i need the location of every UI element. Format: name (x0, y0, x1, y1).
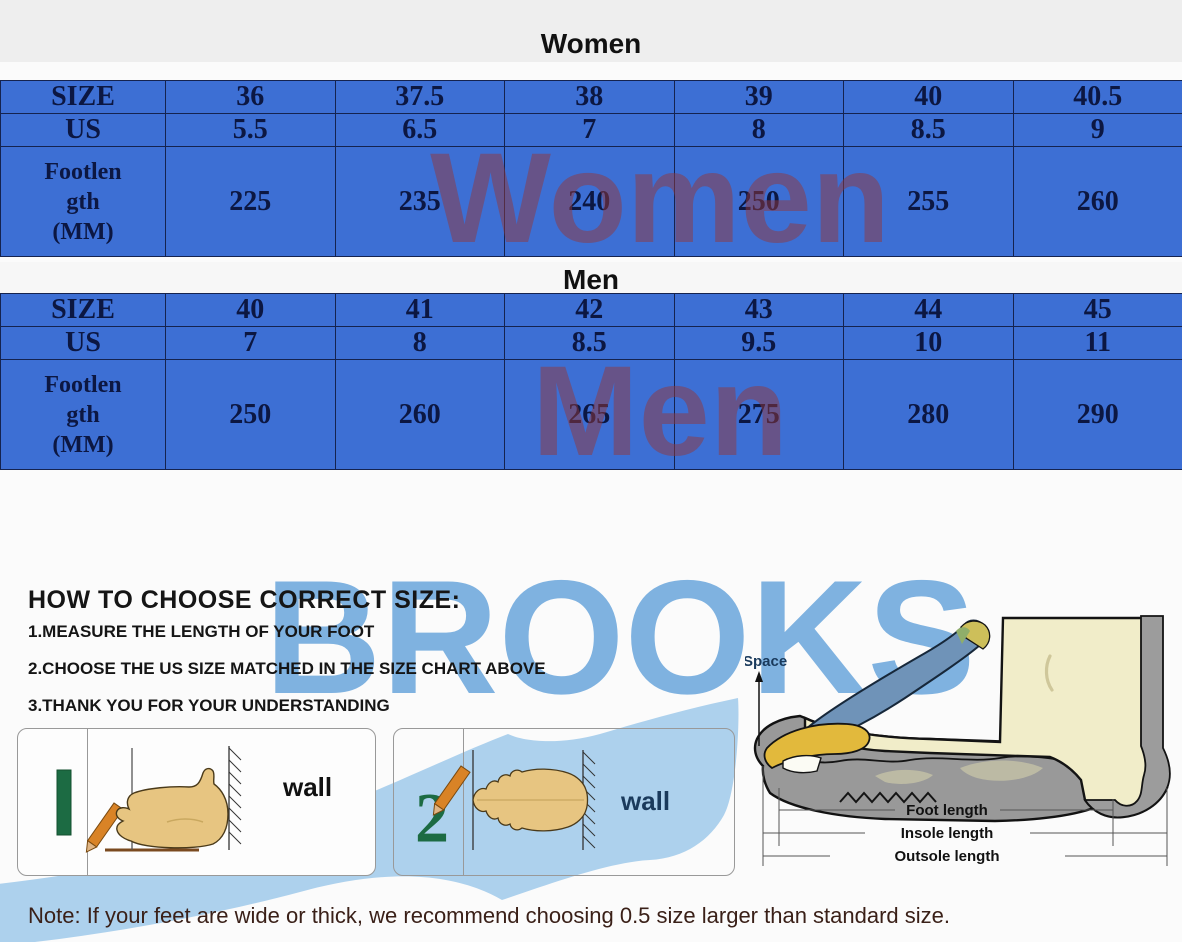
svg-text:wall: wall (282, 772, 332, 802)
svg-text:wall: wall (620, 786, 670, 816)
svg-text:Foot length: Foot length (906, 802, 988, 819)
svg-text:Space: Space (745, 653, 787, 670)
svg-text:Outsole length: Outsole length (895, 848, 1000, 865)
svg-text:Insole length: Insole length (901, 825, 994, 842)
